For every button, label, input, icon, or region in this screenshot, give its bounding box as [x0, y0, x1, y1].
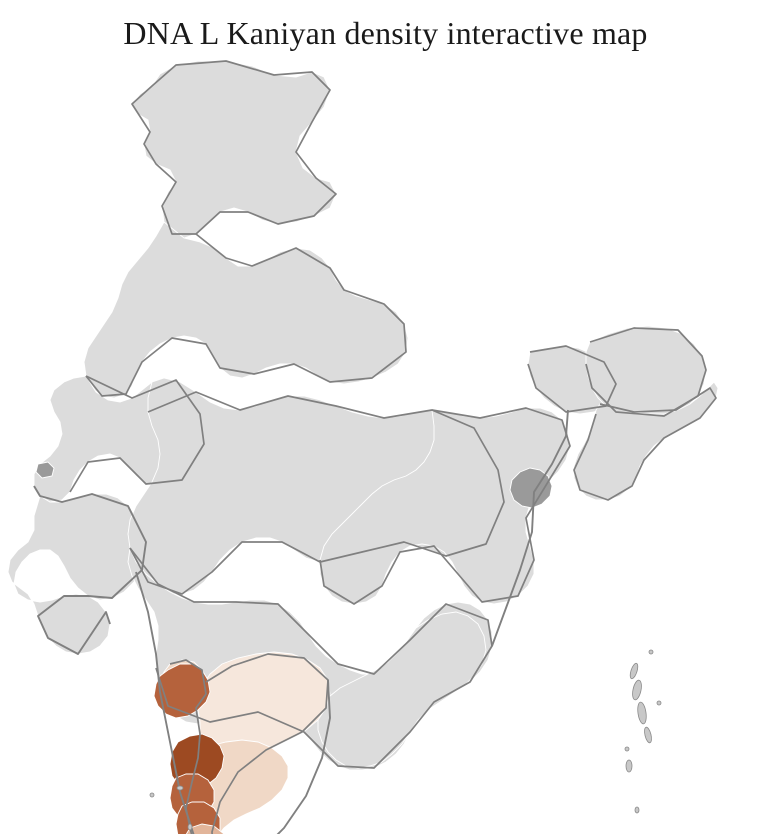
region-gujarat[interactable] [8, 494, 146, 654]
lakshadweep-islands[interactable] [150, 786, 192, 830]
state-border-mp-up [130, 392, 504, 594]
map-canvas[interactable] [0, 52, 771, 834]
state-border-kerala [170, 660, 212, 834]
map-base-layer [8, 61, 718, 770]
outer-coast-southwest [136, 572, 330, 834]
state-border-deccan [130, 548, 492, 768]
state-border-rajasthan-mp [70, 376, 204, 492]
region-daman-diu[interactable] [36, 462, 54, 478]
state-boundary-layer [70, 61, 716, 834]
outer-coast-east [492, 410, 568, 646]
state-border-ne [528, 346, 616, 412]
region-north-plains[interactable] [84, 222, 408, 398]
state-border-north [86, 234, 406, 396]
state-border-mizoram [574, 388, 716, 500]
state-border-east [320, 408, 570, 604]
outer-coast-west [34, 486, 146, 654]
region-east-block[interactable] [320, 408, 570, 604]
coastline-layer [34, 410, 568, 834]
island-layer [150, 650, 663, 834]
page-title: DNA L Kaniyan density interactive map [123, 15, 648, 51]
region-sundarbans[interactable] [510, 468, 552, 508]
state-border-assam [586, 328, 706, 416]
state-border-tamilnadu [206, 654, 328, 834]
state-border-jk [132, 61, 336, 234]
region-assam-block[interactable] [574, 382, 718, 500]
india-choropleth-map[interactable] [0, 52, 771, 834]
region-southeast-coast[interactable] [318, 612, 486, 768]
andaman-nicobar-islands[interactable] [625, 650, 663, 834]
choropleth-highlight-layer [154, 652, 330, 834]
